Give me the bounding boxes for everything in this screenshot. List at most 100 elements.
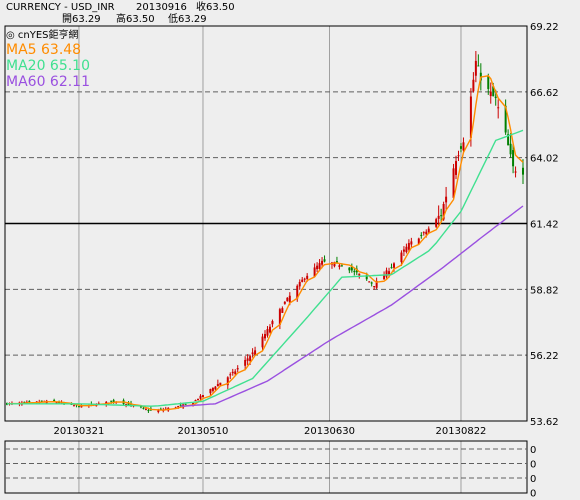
plot-frame	[4, 25, 528, 422]
candle-body	[147, 410, 150, 412]
candle-body	[298, 281, 301, 287]
candle-body	[442, 204, 445, 220]
candle-body	[420, 234, 423, 236]
candle-body	[313, 267, 316, 277]
candle-body	[321, 260, 324, 265]
y-tick-label: 66.62	[530, 88, 559, 99]
ma60-line	[180, 205, 524, 407]
candle-body	[425, 231, 428, 235]
sub-panel-frame	[4, 440, 528, 494]
candle-body	[249, 356, 252, 362]
candle-body	[40, 400, 43, 402]
candle-body	[407, 243, 410, 250]
candle-body	[184, 403, 187, 405]
sub-y-tick-label: 0	[530, 445, 536, 456]
candle-body	[440, 215, 443, 217]
candle-body	[214, 386, 217, 390]
candle-body	[246, 358, 249, 361]
candle-body	[28, 401, 31, 403]
candle-body	[301, 279, 304, 282]
candle-body	[445, 196, 448, 203]
candle-body	[179, 404, 182, 406]
candle-body	[365, 275, 368, 280]
candle-body	[338, 265, 341, 268]
candle-body	[435, 219, 438, 227]
y-tick-label: 56.22	[530, 351, 559, 362]
candle-body	[244, 359, 247, 366]
candle-body	[318, 263, 321, 269]
candle-body	[226, 377, 229, 386]
candle-body	[410, 241, 413, 245]
candle-body	[477, 65, 480, 67]
candle-body	[199, 395, 202, 399]
candle-body	[492, 86, 495, 97]
candles	[6, 50, 524, 414]
candle-body	[286, 297, 289, 302]
candle-body	[112, 400, 115, 403]
candle-body	[323, 259, 326, 262]
candle-body	[209, 389, 212, 394]
candle-body	[219, 382, 222, 386]
y-tick-label: 61.42	[530, 220, 559, 231]
candle-body	[417, 238, 420, 245]
candle-body	[400, 252, 403, 263]
candle-body	[509, 143, 512, 155]
high-price-label: 高63.50	[116, 14, 155, 25]
candle-body	[306, 275, 309, 280]
candle-body	[350, 266, 353, 271]
sub-y-tick-label: 0	[530, 460, 536, 471]
low-price-label: 低63.29	[168, 14, 207, 25]
y-tick-label: 53.62	[530, 417, 559, 428]
sub-y-tick-label: 0	[530, 474, 536, 485]
sub-y-tick-label: 0	[530, 489, 536, 500]
candle-body	[288, 295, 291, 303]
candle-body	[72, 405, 75, 407]
candle-body	[261, 336, 264, 348]
candle-body	[348, 267, 351, 271]
close-price-label: 收63.50	[196, 2, 235, 13]
candle-body	[452, 168, 455, 198]
candle-body	[194, 400, 197, 402]
candle-body	[373, 286, 376, 288]
candle-body	[127, 403, 130, 406]
candle-body	[512, 150, 515, 167]
candle-body	[278, 309, 281, 325]
ma60-legend: MA60 62.11	[6, 74, 90, 90]
candle-body	[142, 407, 145, 409]
candle-body	[281, 308, 284, 313]
candle-body	[23, 401, 26, 403]
candle-body	[437, 215, 440, 219]
instrument-label: CURRENCY - USD_INR	[6, 2, 115, 13]
candle-body	[402, 249, 405, 252]
candle-body	[455, 161, 458, 175]
candle-body	[197, 399, 200, 401]
candle-body	[459, 146, 462, 149]
date-label: 20130916	[136, 2, 187, 13]
candle-body	[77, 406, 80, 408]
candle-body	[388, 271, 391, 275]
candle-body	[144, 408, 147, 410]
y-tick-label: 69.22	[530, 22, 559, 33]
brand-logo: ◎ cnYES鉅亨網	[6, 30, 79, 41]
candle-body	[375, 281, 378, 288]
candle-body	[358, 273, 361, 276]
candle-body	[157, 410, 160, 413]
candle-body	[251, 352, 254, 355]
candle-body	[139, 406, 142, 408]
ma5-legend: MA5 63.48	[6, 42, 82, 58]
candle-body	[201, 395, 204, 397]
ma20-line	[7, 129, 524, 407]
candle-body	[177, 406, 180, 408]
candle-body	[393, 263, 395, 268]
candle-body	[427, 228, 430, 233]
candle-body	[174, 407, 177, 409]
candle-body	[383, 274, 386, 280]
candle-body	[266, 329, 269, 336]
candle-body	[303, 278, 306, 280]
candle-body	[340, 265, 343, 267]
candle-body	[497, 107, 500, 109]
candle-body	[159, 408, 162, 410]
x-tick-label: 20130822	[436, 426, 487, 437]
candle-body	[254, 350, 257, 355]
